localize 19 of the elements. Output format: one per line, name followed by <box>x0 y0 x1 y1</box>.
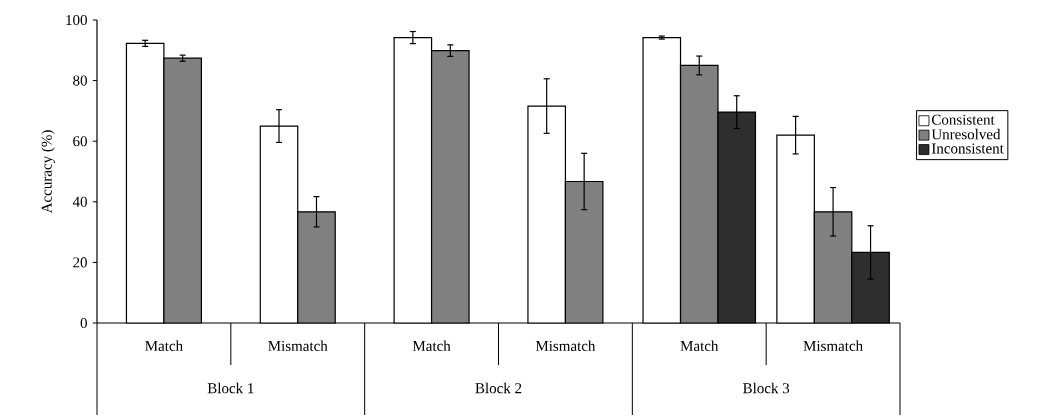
text: Block 1 <box>207 382 254 394</box>
y-axis-title: Accuracy (%) <box>41 130 55 214</box>
x-tick-label: Match <box>145 340 183 352</box>
x-tick-label: Mismatch <box>268 340 328 352</box>
text: Block 3 <box>743 382 790 394</box>
y-tick-label: 20 <box>73 257 87 268</box>
x-tick-label: Match <box>412 340 451 352</box>
y-tick-label: 40 <box>72 197 87 208</box>
text: Block 2 <box>475 382 522 394</box>
legend-label: Inconsistent <box>931 143 1004 154</box>
y-tick-label: 100 <box>66 15 87 26</box>
x-tick-label: Mismatch <box>535 340 596 352</box>
y-tick-label: 60 <box>73 136 87 147</box>
x-tick-label: Match <box>680 340 719 352</box>
legend-label: Consistent <box>931 114 995 125</box>
y-tick-label: 0 <box>80 318 87 329</box>
legend-label: Unresolved <box>931 129 1001 140</box>
y-tick-label: 80 <box>73 75 87 86</box>
x-tick-label: Mismatch <box>803 340 863 352</box>
